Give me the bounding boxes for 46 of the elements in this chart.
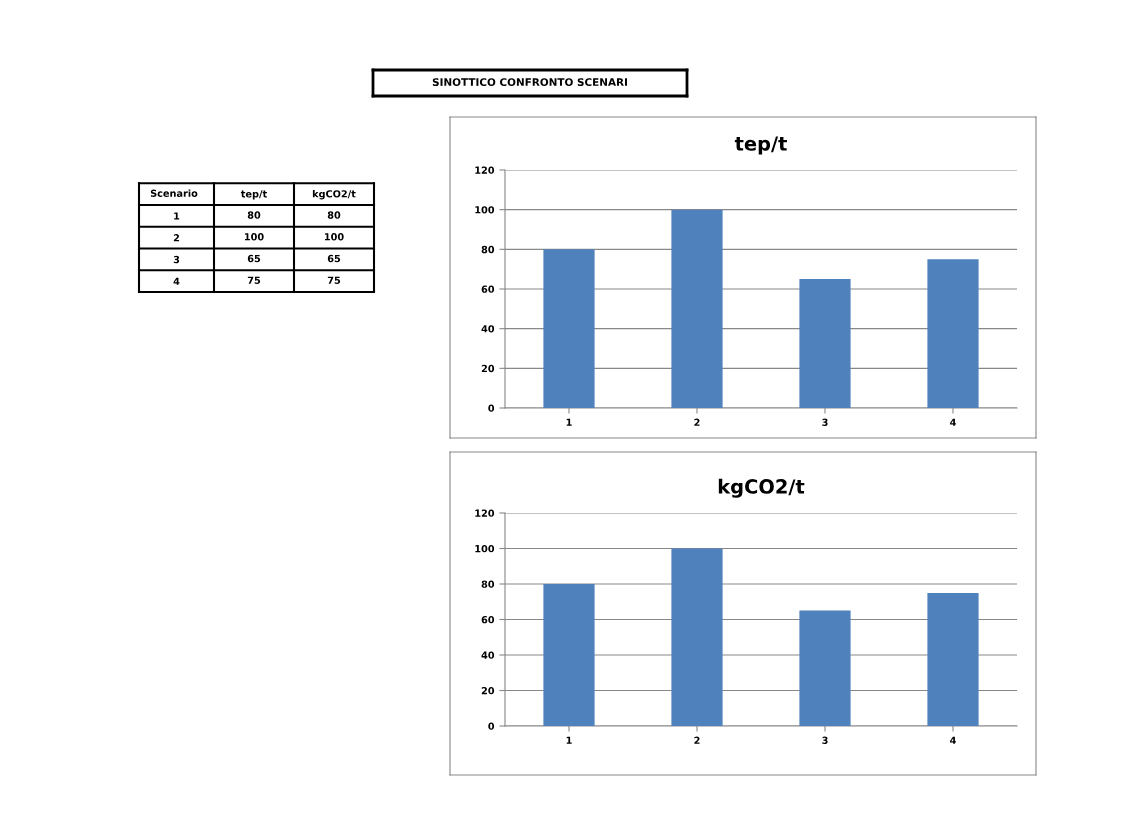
bar [543, 249, 595, 408]
y-tick-label: 1 [174, 212, 180, 220]
y-tick-label: 0 [488, 722, 495, 730]
x-tick-label: 3 [822, 736, 828, 744]
x-tick-label: 2 [694, 418, 700, 426]
bar [927, 592, 979, 726]
chart-title: kgCO2/t [718, 478, 805, 498]
y-tick-label: 80 [481, 580, 495, 588]
bar [799, 610, 851, 726]
data-label: 75 [247, 276, 261, 284]
data-label: 80 [327, 211, 341, 219]
y-tick-label: 3 [173, 255, 180, 264]
y-tick-label: 80 [481, 245, 495, 254]
data-label: 65 [247, 254, 261, 263]
y-tick-label: 40 [481, 651, 495, 659]
y-tick-label: 100 [475, 544, 495, 553]
x-tick-label: 4 [950, 418, 956, 426]
y-tick-label: 0 [488, 404, 495, 412]
y-tick-label: 100 [475, 206, 495, 214]
y-tick-label: 4 [173, 277, 180, 285]
bar [671, 209, 723, 408]
y-tick-label: 20 [481, 686, 495, 695]
y-tick-label: 40 [481, 325, 495, 333]
y-tick-label: 60 [481, 285, 495, 293]
x-tick-label: 1 [566, 418, 572, 426]
data-label: 65 [327, 254, 341, 263]
text: SINOTTICO CONFRONTO SCENARI [432, 78, 627, 87]
y-axis-title: Scenario [150, 189, 198, 197]
bar [927, 259, 979, 408]
data-label: 75 [327, 276, 341, 284]
bar [799, 279, 851, 408]
x-tick-label: 4 [950, 736, 956, 744]
y-tick-label: 120 [475, 166, 495, 174]
x-tick-label: 1 [566, 736, 572, 744]
bar [543, 584, 595, 726]
y-tick-label: 120 [475, 509, 495, 517]
x-tick-label: 3 [822, 418, 828, 426]
bar [671, 548, 723, 726]
x-tick-label: 2 [694, 736, 700, 744]
data-label: 80 [247, 211, 261, 219]
y-tick-label: 2 [173, 234, 180, 242]
data-label: 100 [244, 233, 264, 241]
data-label: 100 [324, 233, 344, 241]
y-tick-label: 60 [481, 615, 495, 624]
y-tick-label: 20 [481, 364, 495, 373]
chart-title: tep/t [734, 136, 787, 155]
